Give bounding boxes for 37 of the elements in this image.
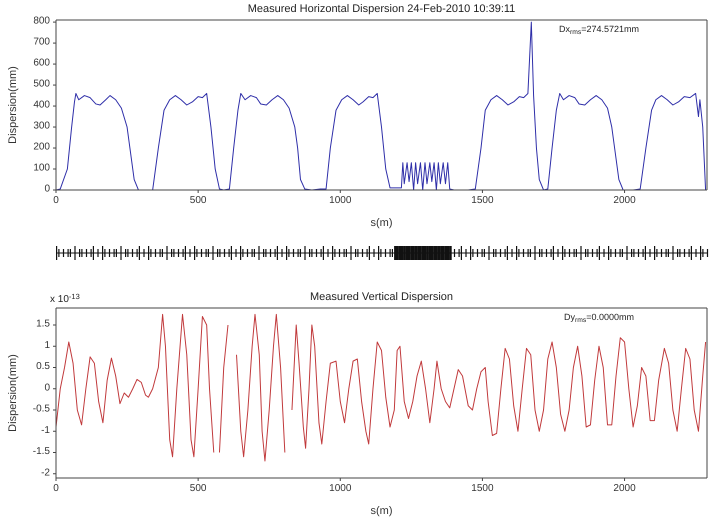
y-tick-label: 0.5 [36,361,50,372]
y-tick-label: 600 [33,58,50,69]
x-tick-label: 1000 [329,483,352,494]
y-tick-label: 500 [33,78,50,90]
y-tick-label: 400 [33,100,50,111]
x-axis-title: s(m) [370,217,392,229]
y-tick-label: 1 [44,340,50,351]
y-tick-label: -0.5 [32,404,50,415]
y-tick-label: 1.5 [36,318,50,330]
y-tick-label: 700 [33,36,50,48]
chart-title: Measured Horizontal Dispersion 24-Feb-2010 10:39:11 [248,3,516,15]
y-tick-label: 300 [33,120,50,132]
y-tick-label: 100 [33,162,50,174]
y-axis-title: Dispersion(mm) [6,354,19,432]
annotation: Dy$_{rms}$=0.0000mm [564,312,634,324]
y-axis-title: Dispersion(mm) [6,66,19,144]
y-tick-label: 800 [33,16,50,27]
text: x 10$^{-13}$ [50,292,80,305]
x-tick-label: 2000 [613,195,636,206]
y-tick-label: -1.5 [32,446,50,458]
y-tick-label: 200 [33,142,50,153]
annotation: Dx$_{rms}$=274.5721mm [558,24,640,36]
x-axis-title: s(m) [370,505,392,517]
y-tick-label: -2 [41,467,50,478]
x-tick-label: 500 [190,195,207,206]
x-tick-label: 1500 [471,483,494,494]
line-series [56,22,706,190]
y-tick-label: 0 [44,382,50,394]
y-tick-label: 0 [44,184,50,195]
x-tick-label: 500 [190,483,207,494]
x-tick-label: 1000 [329,195,352,206]
x-tick-label: 0 [53,483,60,494]
x-tick-label: 1500 [471,195,494,206]
chart-title: Measured Vertical Dispersion [310,291,454,303]
x-tick-label: 2000 [613,483,636,494]
y-tick-label: -1 [41,424,50,436]
x-tick-label: 0 [53,195,60,206]
